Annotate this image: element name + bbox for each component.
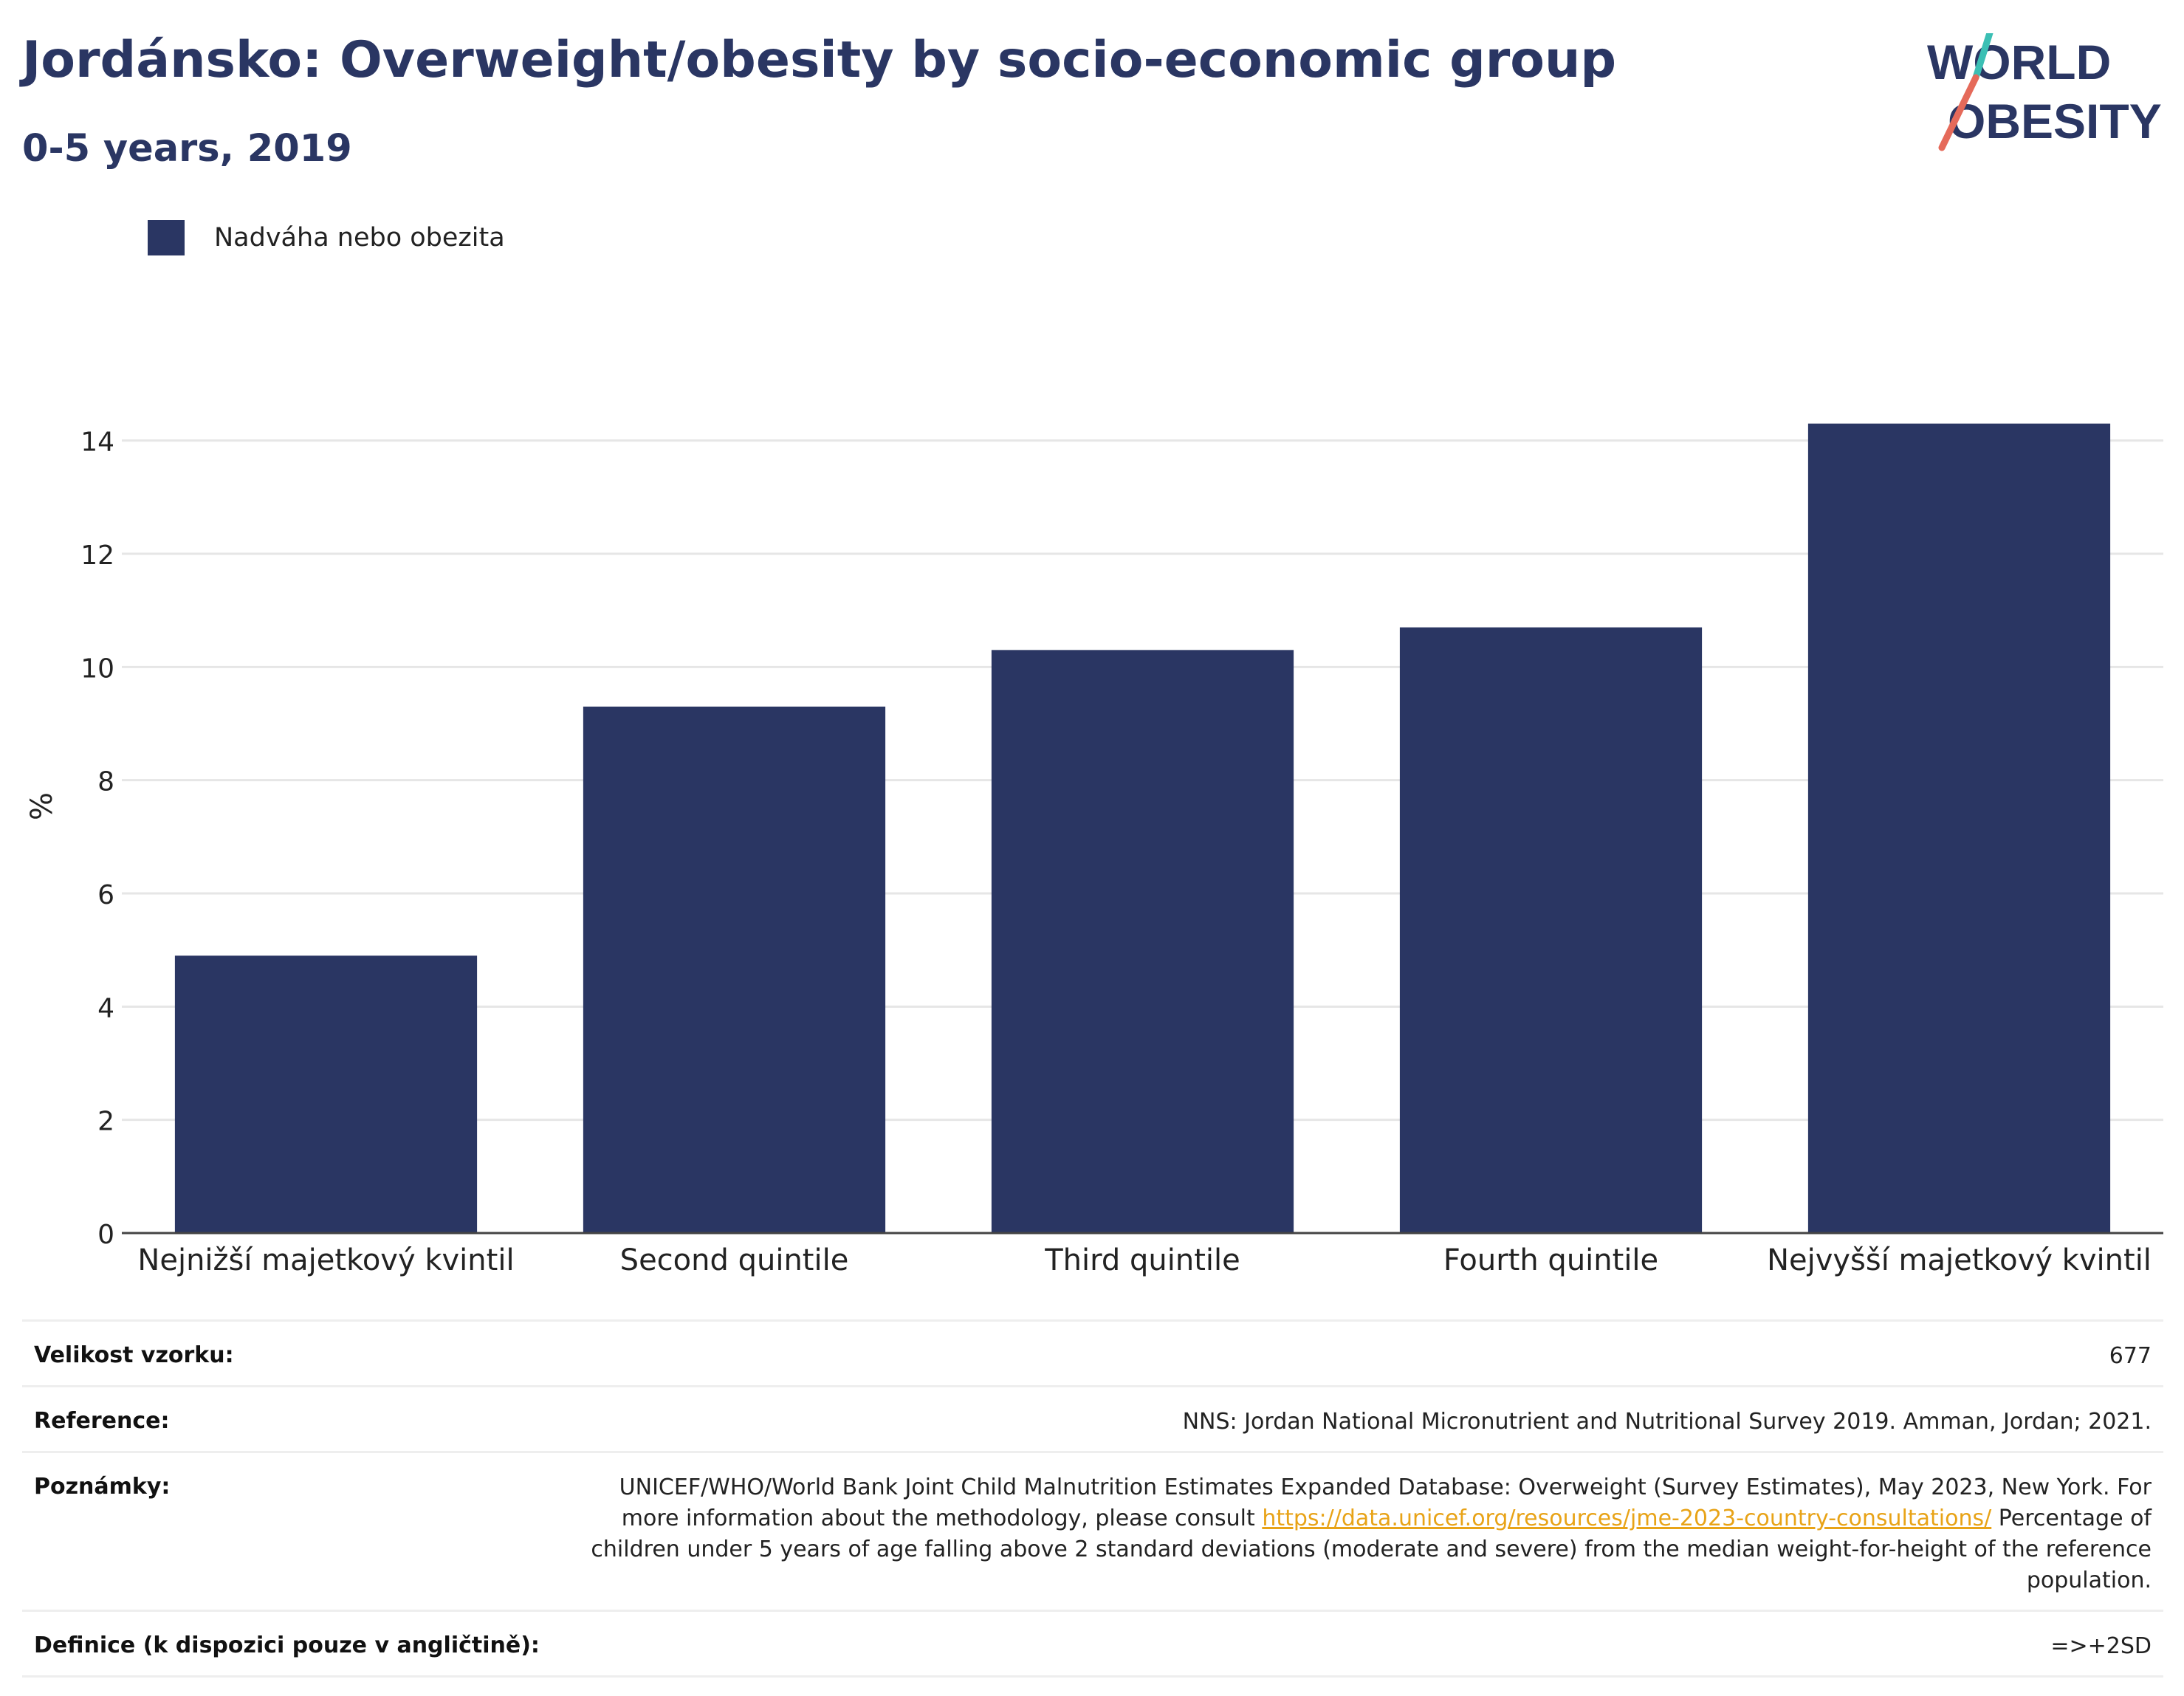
logo-line1: WORLD: [1927, 35, 2111, 89]
notes-text-before: UNICEF/WHO/World Bank Joint Child Malnut…: [619, 1474, 2152, 1531]
y-tick-label: 6: [97, 880, 114, 910]
info-key: Reference:: [34, 1408, 170, 1434]
axes: 0 2 4 6 8 10 12 14 Nejnižší majetkový kvintil Sec…: [80, 428, 2163, 1277]
bar: [174, 955, 478, 1233]
info-value: NNS: Jordan National Micronutrient and N…: [1182, 1409, 2152, 1435]
notes-text-after: Percentage of children under 5 years of …: [591, 1506, 2152, 1593]
bar: [991, 650, 1294, 1233]
bar: [1399, 627, 1703, 1233]
info-row-reference: Reference: NNS: Jordan National Micronut…: [22, 1385, 2163, 1451]
chart-subtitle: 0-5 years, 2019: [22, 127, 352, 171]
x-tick-label: Third quintile: [1044, 1243, 1240, 1277]
info-key: Definice (k dispozici pouze v angličtině…: [34, 1633, 540, 1658]
x-tick-label: Nejvyšší majetkový kvintil: [1767, 1243, 2152, 1277]
world-obesity-logo: WORLD OBESITY: [1927, 33, 2162, 151]
y-tick-label: 4: [97, 993, 114, 1023]
x-tick-label: Fourth quintile: [1443, 1243, 1658, 1277]
bar: [583, 707, 886, 1233]
legend-swatch: [148, 220, 185, 255]
logo-slash-bottom: [1938, 74, 1979, 151]
bar-chart: 0 2 4 6 8 10 12 14 Nejnižší majetkový kvintil Sec…: [25, 423, 2163, 1277]
y-tick-label: 12: [80, 540, 114, 571]
logo-slash-top: [1972, 33, 1994, 81]
x-tick-label: Nejnižší majetkový kvintil: [137, 1243, 514, 1277]
info-table: Velikost vzorku: 677 Reference: NNS: Jor…: [22, 1319, 2163, 1678]
y-tick-label: 0: [97, 1220, 114, 1250]
info-key: Velikost vzorku:: [34, 1342, 234, 1368]
info-value: UNICEF/WHO/World Bank Joint Child Malnut…: [586, 1472, 2152, 1596]
y-tick-label: 2: [97, 1107, 114, 1137]
info-row-definition: Definice (k dispozici pouze v angličtině…: [22, 1610, 2163, 1678]
chart-title: Jordánsko: Overweight/obesity by socio-e…: [22, 31, 1617, 89]
notes-link[interactable]: https://data.unicef.org/resources/jme-20…: [1262, 1506, 1992, 1531]
bar: [1807, 423, 2111, 1233]
legend-label: Nadváha nebo obezita: [214, 223, 505, 253]
logo-line2: OBESITY: [1948, 94, 2162, 148]
y-axis-label: %: [25, 792, 59, 820]
info-row-notes: Poznámky: UNICEF/WHO/World Bank Joint Ch…: [22, 1451, 2163, 1610]
chart-legend[interactable]: Nadváha nebo obezita: [148, 220, 505, 255]
info-key: Poznámky:: [34, 1474, 171, 1500]
x-tick-label: Second quintile: [620, 1243, 849, 1277]
y-tick-label: 10: [80, 653, 114, 684]
y-tick-label: 8: [97, 767, 114, 797]
y-tick-label: 14: [80, 428, 114, 458]
info-value: =>+2SD: [2050, 1633, 2152, 1659]
info-row-sample-size: Velikost vzorku: 677: [22, 1319, 2163, 1385]
bars: [174, 423, 2111, 1233]
info-value: 677: [2109, 1343, 2152, 1369]
